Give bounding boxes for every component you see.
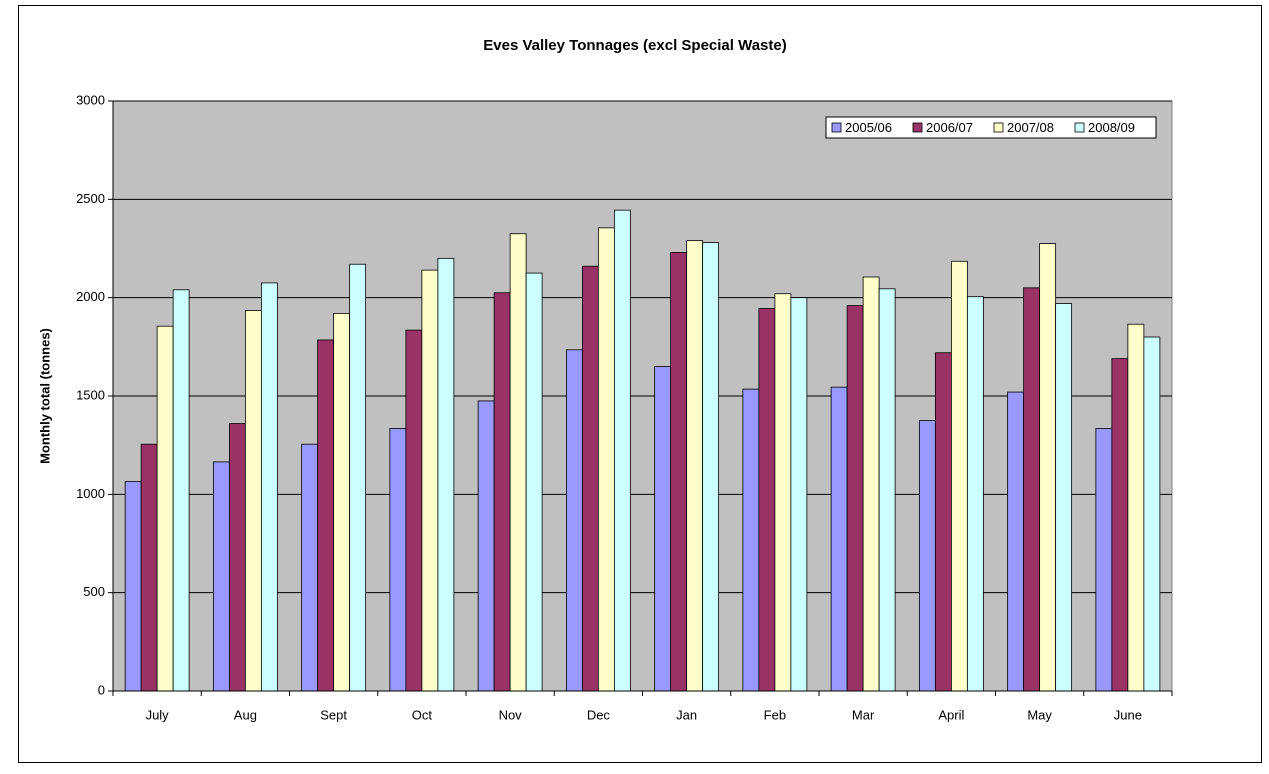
y-tick-label: 3000 bbox=[76, 92, 105, 107]
bar bbox=[317, 339, 335, 692]
bar bbox=[878, 288, 896, 692]
y-axis-label: Monthly total (tonnes) bbox=[37, 328, 52, 464]
bar bbox=[758, 308, 776, 692]
bar bbox=[1055, 303, 1073, 692]
bar bbox=[389, 428, 407, 692]
y-tick-label: 0 bbox=[98, 682, 105, 697]
bar bbox=[260, 282, 278, 692]
bar bbox=[1127, 323, 1145, 692]
legend-swatch bbox=[1074, 122, 1085, 133]
bar bbox=[525, 272, 543, 692]
x-tick-label: Sept bbox=[320, 707, 347, 722]
y-tick-label: 2500 bbox=[76, 191, 105, 206]
bar bbox=[172, 289, 190, 692]
bar bbox=[846, 305, 864, 692]
bar bbox=[333, 312, 351, 692]
bar bbox=[1039, 243, 1057, 692]
y-tick-label: 500 bbox=[83, 584, 105, 599]
legend-swatch bbox=[993, 122, 1004, 133]
bar bbox=[437, 257, 455, 692]
bar bbox=[493, 292, 511, 692]
bar bbox=[934, 352, 952, 692]
x-tick-label: Jan bbox=[676, 707, 697, 722]
x-tick-label: Feb bbox=[764, 707, 786, 722]
bar bbox=[774, 293, 792, 692]
bar bbox=[477, 400, 495, 692]
legend-label: 2005/06 bbox=[845, 120, 892, 135]
x-tick-label: June bbox=[1114, 707, 1142, 722]
x-tick-label: Oct bbox=[412, 707, 433, 722]
bar bbox=[613, 209, 631, 692]
x-tick-label: Nov bbox=[499, 707, 523, 722]
bar bbox=[742, 388, 760, 692]
bar bbox=[1111, 358, 1129, 692]
bar bbox=[509, 233, 527, 692]
bar bbox=[918, 420, 936, 692]
bar bbox=[156, 325, 174, 692]
bar bbox=[830, 386, 848, 692]
bar bbox=[1007, 391, 1025, 692]
legend-label: 2007/08 bbox=[1007, 120, 1054, 135]
x-tick-label: April bbox=[938, 707, 964, 722]
bar bbox=[1095, 428, 1113, 692]
x-tick-label: Aug bbox=[234, 707, 257, 722]
x-tick-label: Mar bbox=[852, 707, 875, 722]
bar bbox=[950, 260, 968, 692]
bar bbox=[654, 366, 672, 692]
bar bbox=[349, 263, 367, 692]
bar bbox=[862, 276, 880, 692]
bar bbox=[405, 329, 423, 692]
bar bbox=[565, 349, 583, 692]
bar bbox=[228, 423, 246, 692]
x-tick-label: May bbox=[1027, 707, 1052, 722]
legend-label: 2008/09 bbox=[1088, 120, 1135, 135]
bar bbox=[124, 481, 142, 692]
bar bbox=[1143, 336, 1161, 692]
x-tick-label: July bbox=[146, 707, 170, 722]
bar bbox=[966, 296, 984, 692]
legend-swatch bbox=[831, 122, 842, 133]
bar bbox=[301, 443, 319, 692]
bar bbox=[244, 310, 262, 692]
y-tick-label: 2000 bbox=[76, 289, 105, 304]
bar bbox=[686, 240, 704, 692]
bar bbox=[212, 461, 230, 692]
bar bbox=[597, 227, 615, 692]
x-tick-label: Dec bbox=[587, 707, 611, 722]
bar bbox=[1023, 287, 1041, 692]
bar bbox=[581, 265, 599, 692]
bar bbox=[140, 443, 158, 692]
bar bbox=[421, 269, 439, 692]
bar bbox=[702, 242, 720, 692]
y-tick-label: 1500 bbox=[76, 387, 105, 402]
chart-title: Eves Valley Tonnages (excl Special Waste… bbox=[483, 37, 786, 54]
legend-box bbox=[825, 116, 1157, 139]
bar bbox=[670, 252, 688, 692]
bar bbox=[790, 297, 808, 692]
y-tick-label: 1000 bbox=[76, 486, 105, 501]
legend-label: 2006/07 bbox=[926, 120, 973, 135]
legend-swatch bbox=[912, 122, 923, 133]
